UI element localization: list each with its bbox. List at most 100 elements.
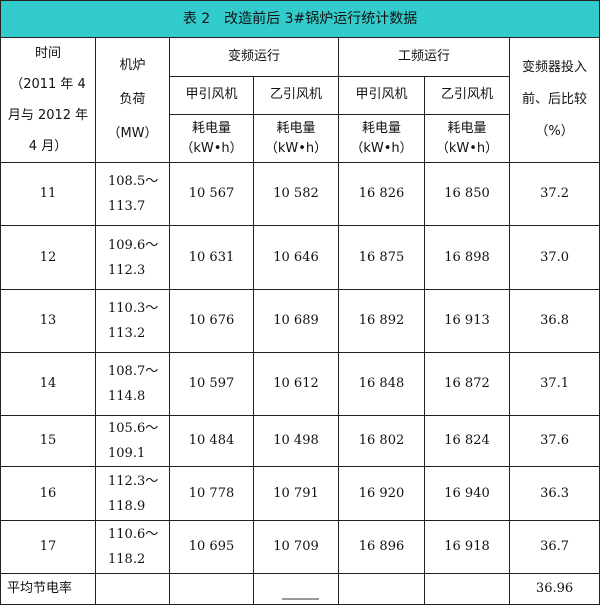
load-line: 109.6～ — [108, 237, 159, 253]
load-line: 113.2 — [108, 326, 146, 341]
vf-fan-b-cell: 10 709 — [253, 520, 339, 574]
header-ratio-line: 前、后比较 — [522, 92, 588, 107]
header-energy: 耗电量 （kW•h） — [169, 114, 254, 163]
ratio-cell: 37.2 — [508, 162, 600, 226]
header-pf-fan-a: 甲引风机 — [338, 75, 425, 116]
pf-fan-b-cell: 16 913 — [424, 289, 510, 353]
pf-fan-a-cell: 16 875 — [338, 225, 425, 290]
header-time-line: 时间 — [34, 46, 61, 61]
pf-fan-b-cell: 16 824 — [424, 415, 510, 467]
vf-fan-a-cell: 10 695 — [169, 520, 254, 574]
ratio-cell: 37.1 — [508, 352, 600, 416]
table-title: 表 2 改造前后 3#锅炉运行统计数据 — [0, 0, 600, 38]
header-load-line: 负荷 — [119, 92, 146, 107]
day-cell: 12 — [0, 225, 96, 290]
load-line: 110.6～ — [108, 527, 159, 542]
pf-fan-b-cell: 16 940 — [424, 466, 510, 521]
vf-fan-b-cell: 10 791 — [253, 466, 339, 521]
energy-label: 耗电量 — [361, 120, 401, 136]
energy-unit: （kW•h） — [435, 140, 499, 156]
energy-label: 耗电量 — [447, 120, 487, 136]
vf-fan-b-cell: 10 582 — [253, 162, 339, 226]
scrollbar-thumb[interactable] — [282, 598, 319, 600]
header-ratio-line: （%） — [535, 124, 574, 139]
pf-fan-b-cell: 16 918 — [424, 520, 510, 574]
energy-unit: （kW•h） — [350, 140, 413, 156]
ratio-cell: 36.8 — [508, 289, 600, 353]
pf-fan-a-cell: 16 848 — [338, 352, 425, 416]
header-load-line: （MW） — [107, 126, 158, 141]
energy-label: 耗电量 — [276, 120, 316, 136]
header-pf: 工频运行 — [338, 37, 510, 77]
day-cell: 14 — [0, 352, 96, 416]
day-cell: 17 — [0, 520, 96, 574]
load-cell: 108.7～ 114.8 — [95, 352, 170, 416]
day-cell: 11 — [0, 162, 96, 226]
vf-fan-a-cell: 10 484 — [169, 415, 254, 467]
ratio-cell: 37.6 — [508, 415, 600, 467]
vf-fan-a-cell: 10 778 — [169, 466, 254, 521]
vf-fan-b-cell: 10 646 — [253, 225, 339, 290]
header-energy: 耗电量 （kW•h） — [253, 114, 339, 163]
table-row: 16 112.3～ 118.9 10 778 10 791 16 920 16 940 36.… — [0, 466, 600, 521]
header-time-line: 月与 2012 年 — [7, 108, 89, 123]
header-load-line: 机炉 — [119, 58, 146, 73]
load-cell: 112.3～ 118.9 — [95, 466, 170, 521]
load-line: 113.7 — [108, 199, 146, 214]
load-line: 108.7～ — [108, 364, 159, 379]
pf-fan-a-cell: 16 826 — [338, 162, 425, 226]
header-load: 机炉 负荷 （MW） — [95, 37, 170, 163]
load-line: 112.3 — [108, 262, 146, 278]
header-vf-fan-b: 乙引风机 — [253, 75, 339, 116]
vf-fan-a-cell: 10 676 — [169, 289, 254, 353]
pf-fan-a-cell: 16 896 — [338, 520, 425, 574]
pf-fan-a-cell: 16 920 — [338, 466, 425, 521]
header-energy: 耗电量 （kW•h） — [338, 114, 425, 163]
table-row: 15 105.6～ 109.1 10 484 10 498 16 802 16 824 37.… — [0, 415, 600, 467]
load-cell: 110.6～ 118.2 — [95, 520, 170, 574]
energy-label: 耗电量 — [191, 120, 231, 136]
load-cell: 108.5～ 113.7 — [95, 162, 170, 226]
pf-fan-b-cell: 16 898 — [424, 225, 510, 290]
vf-fan-b-cell: 10 498 — [253, 415, 339, 467]
header-time-line: 4 月） — [28, 139, 68, 154]
load-line: 118.2 — [108, 552, 146, 567]
header-energy: 耗电量 （kW•h） — [424, 114, 510, 163]
header-pf-fan-b: 乙引风机 — [424, 75, 510, 116]
vf-fan-a-cell: 10 597 — [169, 352, 254, 416]
header-vf-fan-a: 甲引风机 — [169, 75, 254, 116]
vf-fan-a-cell: 10 631 — [169, 225, 254, 290]
vf-fan-b-cell: 10 612 — [253, 352, 339, 416]
ratio-cell: 36.3 — [508, 466, 600, 521]
load-line: 118.9 — [108, 498, 146, 514]
header-ratio-line: 变频器投入 — [522, 60, 588, 75]
vf-fan-a-cell: 10 567 — [169, 162, 254, 226]
day-cell: 16 — [0, 466, 96, 521]
load-line: 105.6～ — [108, 421, 159, 436]
header-vf: 变频运行 — [169, 37, 339, 77]
load-line: 110.3～ — [108, 301, 159, 316]
energy-unit: （kW•h） — [264, 140, 328, 156]
header-ratio: 变频器投入 前、后比较 （%） — [508, 37, 600, 163]
day-cell: 13 — [0, 289, 96, 353]
day-cell: 15 — [0, 415, 96, 467]
table-row: 14 108.7～ 114.8 10 597 10 612 16 848 16 872 37.… — [0, 352, 600, 416]
load-line: 109.1 — [108, 446, 146, 461]
table-row: 13 110.3～ 113.2 10 676 10 689 16 892 16 913 36.… — [0, 289, 600, 353]
pf-fan-a-cell: 16 892 — [338, 289, 425, 353]
header-time: 时间 （2011 年 4 月与 2012 年 4 月） — [0, 37, 96, 163]
table-row: 17 110.6～ 118.2 10 695 10 709 16 896 16 918 36.… — [0, 520, 600, 574]
load-cell: 105.6～ 109.1 — [95, 415, 170, 467]
table-row: 12 109.6～ 112.3 10 631 10 646 16 875 16 898 37.… — [0, 225, 600, 290]
energy-unit: （kW•h） — [180, 140, 243, 156]
table-row: 11 108.5～ 113.7 10 567 10 582 16 826 16 850 37.… — [0, 162, 600, 226]
load-line: 114.8 — [108, 389, 146, 404]
ratio-cell: 37.0 — [508, 225, 600, 290]
pf-fan-b-cell: 16 872 — [424, 352, 510, 416]
vf-fan-b-cell: 10 689 — [253, 289, 339, 353]
load-cell: 109.6～ 112.3 — [95, 225, 170, 290]
pf-fan-b-cell: 16 850 — [424, 162, 510, 226]
header-time-line: （2011 年 4 — [10, 77, 86, 92]
load-line: 108.5～ — [108, 174, 159, 189]
